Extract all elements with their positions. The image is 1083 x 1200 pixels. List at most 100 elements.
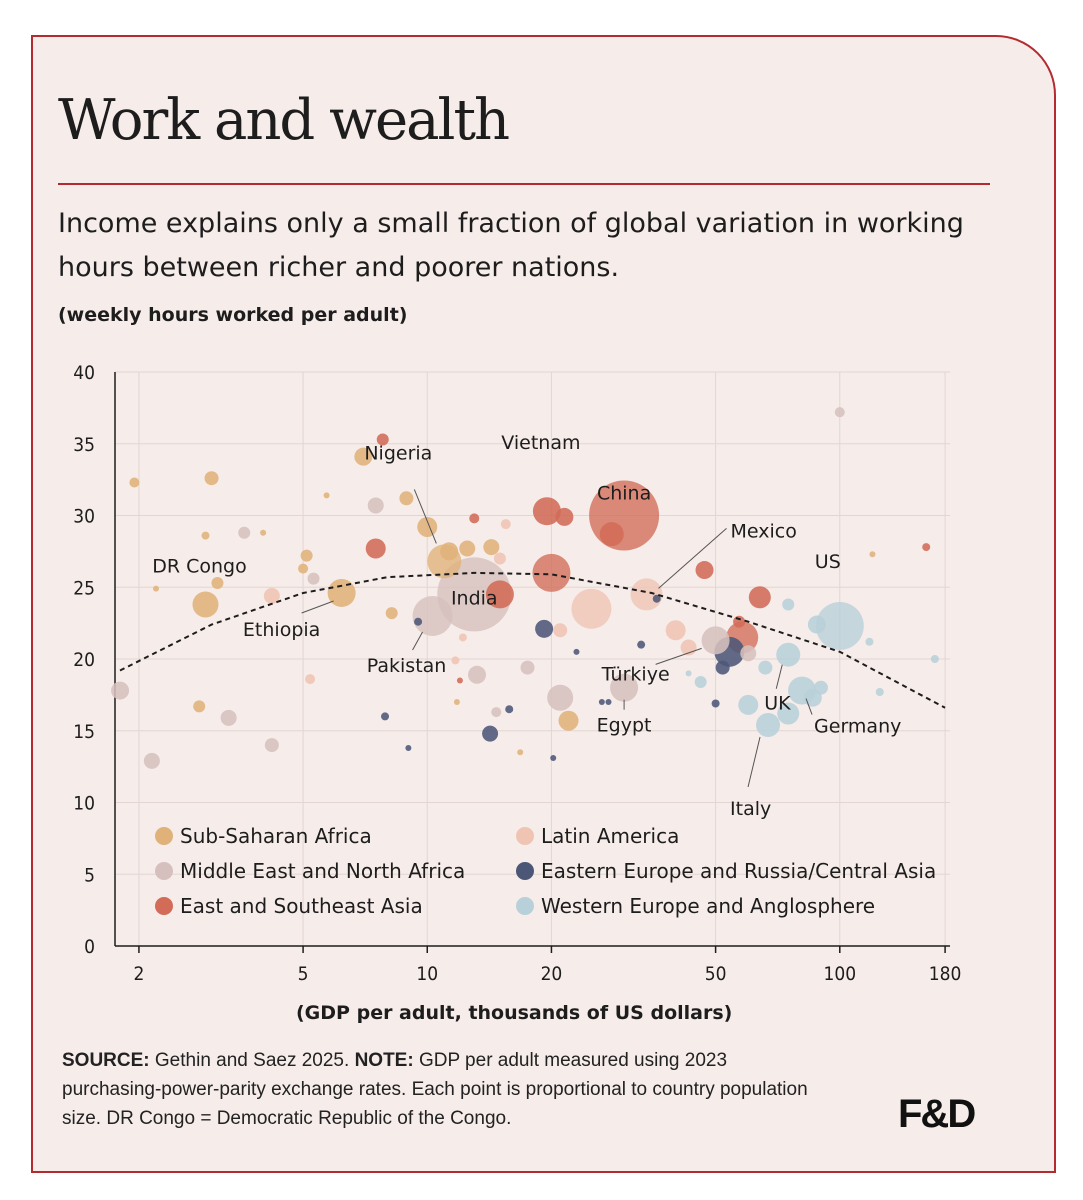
y-tick-label: 0 [84, 936, 95, 958]
x-tick-label: 100 [823, 963, 856, 985]
country-point [485, 580, 514, 609]
country-point [260, 529, 267, 536]
annotation-egypt: Egypt [597, 715, 652, 737]
x-tick-label: 20 [541, 963, 563, 985]
fd-logo: F&D [898, 1092, 976, 1136]
source-text: Gethin and Saez 2025. [154, 1050, 350, 1071]
country-point [777, 702, 800, 725]
country-point [695, 561, 714, 580]
country-point [405, 744, 412, 751]
country-point [555, 507, 574, 526]
country-point [468, 665, 487, 684]
country-point [740, 645, 757, 662]
country-point [440, 542, 459, 561]
annotation-india: India [451, 587, 498, 609]
country-point [451, 656, 460, 665]
country-point-ethiopia [327, 578, 356, 607]
country-point-dr-congo [192, 591, 219, 618]
title-rule [58, 183, 990, 185]
country-point [553, 623, 568, 638]
country-point [201, 531, 210, 540]
country-point [220, 709, 237, 726]
country-point [500, 519, 511, 530]
country-point [869, 551, 876, 558]
legend-swatch [155, 827, 173, 845]
annotation-leader [658, 528, 727, 589]
country-point [652, 594, 661, 603]
country-point [598, 699, 605, 706]
country-point [715, 660, 730, 675]
country-point [399, 491, 414, 506]
country-point [922, 543, 931, 552]
country-point [456, 677, 463, 684]
country-point [517, 749, 524, 756]
country-point [599, 522, 624, 547]
country-point [483, 539, 500, 556]
country-point [367, 497, 384, 514]
country-point-mexico [630, 578, 663, 611]
country-point [505, 705, 514, 714]
country-point [453, 699, 460, 706]
legend-label: Middle East and North Africa [180, 859, 465, 883]
country-point [385, 607, 398, 620]
source-note: SOURCE: Gethin and Saez 2025. NOTE: GDP … [62, 1046, 822, 1133]
annotation-uk: UK [764, 693, 791, 715]
legend-label: Western Europe and Anglosphere [541, 894, 875, 918]
country-point [305, 674, 316, 685]
annotation-leader [412, 631, 423, 651]
country-point [298, 563, 309, 574]
country-point [535, 619, 554, 638]
country-point [930, 655, 939, 663]
country-point [354, 447, 373, 466]
country-point [143, 752, 160, 769]
annotation-germany: Germany [814, 716, 901, 738]
country-point [685, 670, 692, 677]
country-point [307, 572, 320, 585]
annotation-dr-congo: DR Congo [152, 555, 247, 577]
country-point [550, 755, 557, 762]
annotation-italy: Italy [730, 798, 771, 820]
country-point [558, 710, 579, 731]
country-point [733, 615, 746, 628]
country-point [491, 707, 502, 718]
country-point [300, 549, 313, 562]
country-point [152, 585, 159, 592]
legend-swatch [516, 897, 534, 915]
legend-swatch [155, 862, 173, 880]
country-point-pakistan [412, 595, 453, 636]
country-point [238, 526, 251, 539]
legend-swatch [516, 827, 534, 845]
country-point [193, 700, 206, 713]
country-point [571, 588, 612, 629]
annotation-pakistan: Pakistan [367, 655, 447, 677]
annotation-leader [775, 664, 783, 689]
annotation-leader [805, 698, 813, 715]
y-tick-label: 25 [73, 577, 95, 599]
annotation-us: US [815, 551, 841, 573]
country-point [782, 598, 795, 611]
legend-label: Sub-Saharan Africa [180, 824, 372, 848]
legend-label: East and Southeast Asia [180, 894, 423, 918]
legend-label: Latin America [541, 824, 679, 848]
y-tick-label: 20 [73, 649, 95, 671]
annotation-mexico: Mexico [731, 520, 797, 542]
x-tick-label: 5 [298, 963, 309, 985]
country-point [458, 633, 467, 642]
country-point-india [437, 557, 512, 632]
country-point [875, 688, 884, 697]
annotation-türkiye: Türkiye [601, 663, 670, 685]
country-point [738, 694, 759, 715]
country-point-vietnam [532, 497, 561, 526]
country-point [834, 407, 845, 418]
y-tick-label: 10 [73, 793, 95, 815]
legend-swatch [155, 897, 173, 915]
country-point [482, 725, 499, 742]
country-point [459, 540, 476, 557]
annotation-leader [413, 489, 437, 544]
country-point [111, 681, 130, 700]
country-point [204, 471, 219, 486]
country-point [865, 637, 874, 646]
legend-swatch [516, 862, 534, 880]
source-label: SOURCE: [62, 1050, 150, 1071]
